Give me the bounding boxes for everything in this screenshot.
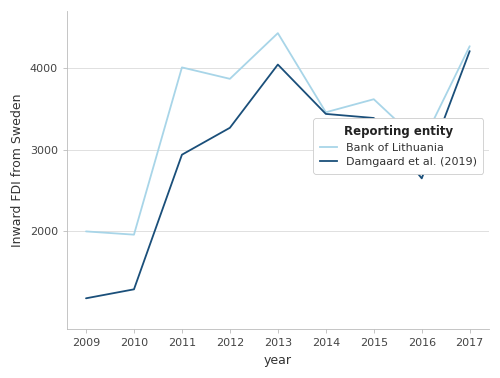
Line: Damgaard et al. (2019): Damgaard et al. (2019) <box>86 51 469 298</box>
X-axis label: year: year <box>264 354 292 367</box>
Damgaard et al. (2019) <box>83 296 89 301</box>
Damgaard et al. (2019) <box>466 49 472 53</box>
Bank of Lithuania <box>227 77 233 81</box>
Bank of Lithuania <box>418 142 424 146</box>
Line: Bank of Lithuania: Bank of Lithuania <box>86 33 469 235</box>
Damgaard et al. (2019) <box>227 125 233 130</box>
Bank of Lithuania <box>371 97 377 102</box>
Y-axis label: Inward FDI from Sweden: Inward FDI from Sweden <box>11 93 24 247</box>
Damgaard et al. (2019) <box>131 287 137 291</box>
Damgaard et al. (2019) <box>275 62 281 67</box>
Damgaard et al. (2019) <box>179 152 185 157</box>
Damgaard et al. (2019) <box>418 176 424 181</box>
Legend: Bank of Lithuania, Damgaard et al. (2019): Bank of Lithuania, Damgaard et al. (2019… <box>314 118 484 174</box>
Bank of Lithuania <box>275 31 281 36</box>
Bank of Lithuania <box>466 44 472 48</box>
Damgaard et al. (2019) <box>371 116 377 120</box>
Damgaard et al. (2019) <box>323 112 329 116</box>
Bank of Lithuania <box>83 229 89 234</box>
Bank of Lithuania <box>131 232 137 237</box>
Bank of Lithuania <box>179 65 185 70</box>
Bank of Lithuania <box>323 110 329 115</box>
